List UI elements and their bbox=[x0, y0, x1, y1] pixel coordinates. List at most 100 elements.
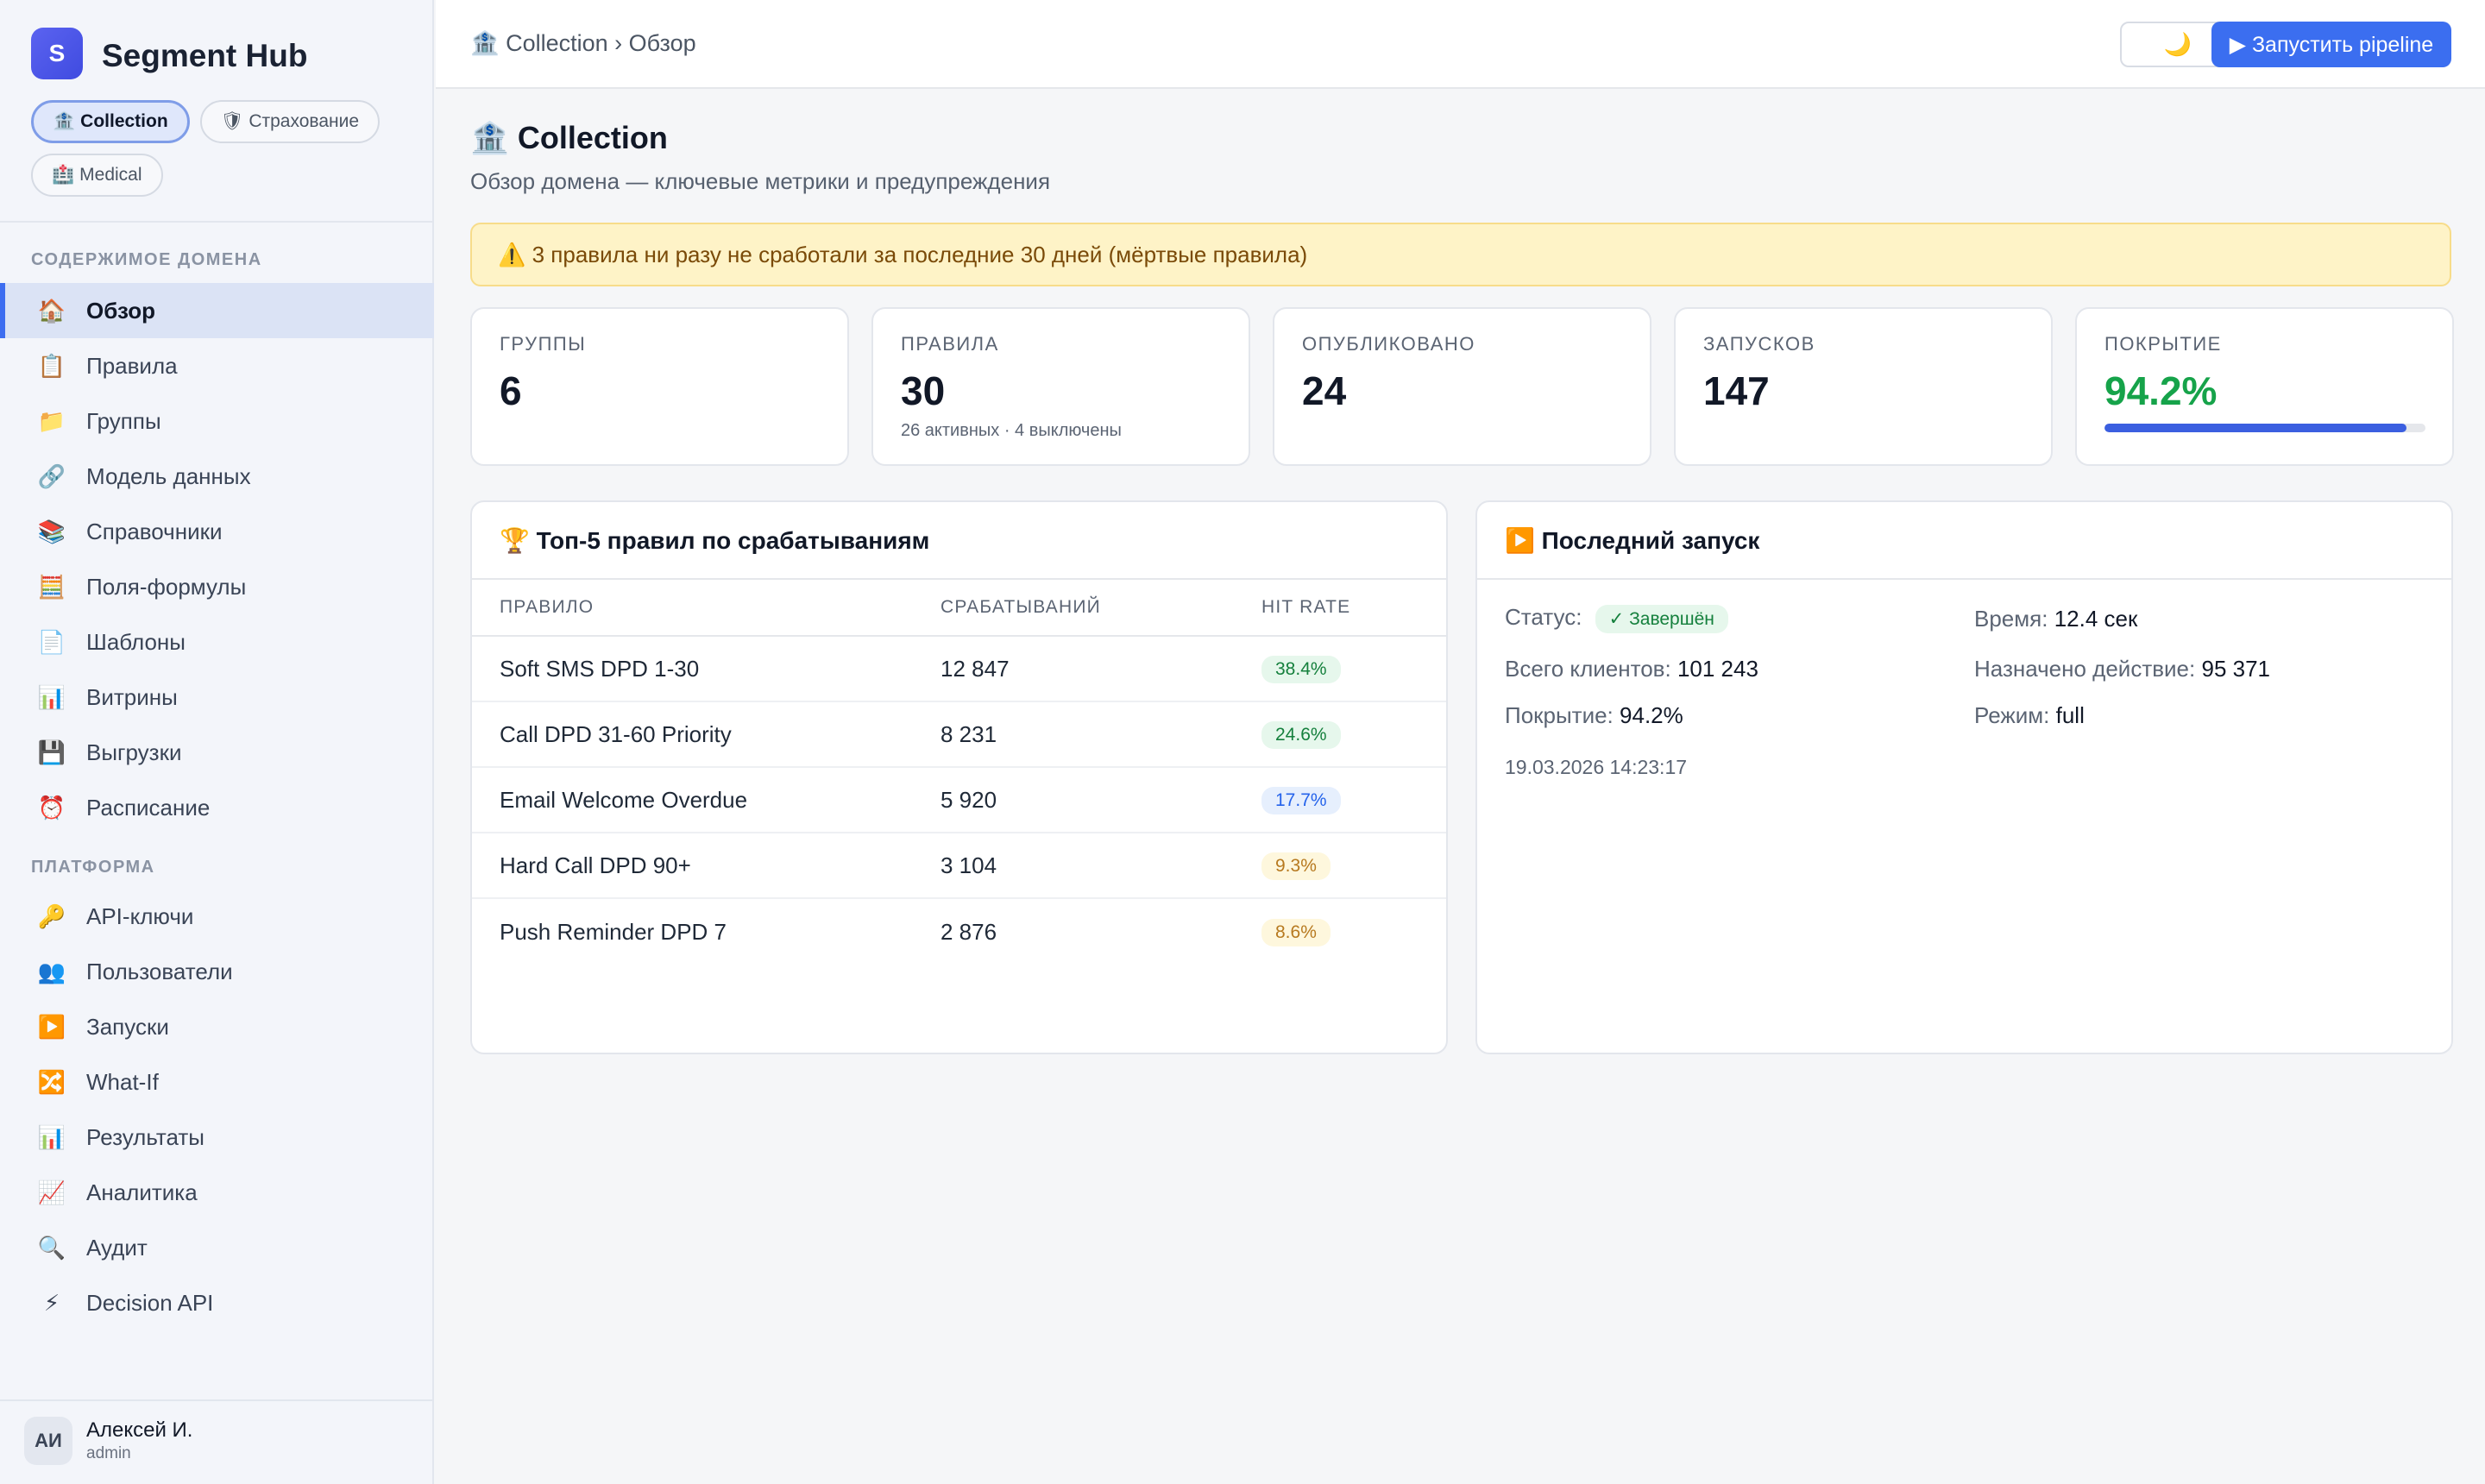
sidebar-item-users[interactable]: 👥 Пользователи bbox=[0, 944, 434, 999]
run-status: Статус: ✓ Завершён bbox=[1505, 604, 1728, 633]
domain-nav: 🏠 Обзор 📋 Правила 📁 Группы 🔗 Модель данн… bbox=[0, 283, 434, 835]
folder-icon: 📁 bbox=[37, 407, 66, 434]
run-coverage-value: 94.2% bbox=[1620, 702, 1683, 728]
domain-pill-insurance[interactable]: 🛡 Страхование bbox=[199, 100, 381, 143]
coverage-progress-fill bbox=[2104, 424, 2407, 432]
sidebar-item-rules[interactable]: 📋 Правила bbox=[0, 338, 434, 393]
table-row[interactable]: Soft SMS DPD 1-30 12 847 38.4% bbox=[472, 637, 1446, 702]
panel-title: 🏆 Топ-5 правил по срабатываниям bbox=[472, 502, 1446, 580]
sidebar-item-api-keys[interactable]: 🔑 API-ключи bbox=[0, 889, 434, 944]
document-icon: 📄 bbox=[37, 628, 66, 655]
clipboard-icon: 📋 bbox=[37, 352, 66, 379]
sidebar-item-formula-fields[interactable]: 🧮 Поля-формулы bbox=[0, 559, 434, 614]
play-icon: ▶️ bbox=[37, 1013, 66, 1040]
top-rules-panel: 🏆 Топ-5 правил по срабатываниям ПРАВИЛО … bbox=[470, 500, 1448, 1054]
rule-hits: 5 920 bbox=[941, 786, 997, 813]
stat-label: ГРУППЫ bbox=[500, 333, 587, 355]
hit-rate-badge: 8.6% bbox=[1261, 919, 1331, 946]
domain-pill-collection[interactable]: 🏦 Collection bbox=[31, 100, 190, 143]
sidebar-item-audit[interactable]: 🔍 Аудит bbox=[0, 1220, 434, 1275]
table-row[interactable]: Email Welcome Overdue 5 920 17.7% bbox=[472, 768, 1446, 833]
run-time: Время: 12.4 сек bbox=[1974, 606, 2137, 632]
sidebar-item-label: Результаты bbox=[86, 1123, 204, 1150]
stat-card-published: ОПУБЛИКОВАНО 24 bbox=[1273, 307, 1651, 466]
sidebar-item-dictionaries[interactable]: 📚 Справочники bbox=[0, 504, 434, 559]
run-assigned: Назначено действие: 95 371 bbox=[1974, 656, 2270, 682]
page-subtitle: Обзор домена — ключевые метрики и предуп… bbox=[470, 168, 1051, 194]
user-profile[interactable]: АИ Алексей И. admin bbox=[24, 1417, 192, 1465]
run-assigned-value: 95 371 bbox=[2201, 656, 2271, 682]
run-coverage-label: Покрытие: bbox=[1505, 702, 1614, 728]
sidebar-item-groups[interactable]: 📁 Группы bbox=[0, 393, 434, 449]
sidebar-item-analytics[interactable]: 📈 Аналитика bbox=[0, 1165, 434, 1220]
sidebar-item-label: Аналитика bbox=[86, 1179, 198, 1205]
hit-rate-badge: 38.4% bbox=[1261, 656, 1341, 683]
sidebar-item-label: Справочники bbox=[86, 518, 223, 544]
sidebar-item-label: Шаблоны bbox=[86, 628, 186, 655]
run-assigned-label: Назначено действие: bbox=[1974, 656, 2196, 682]
sidebar-item-runs[interactable]: ▶️ Запуски bbox=[0, 999, 434, 1054]
breadcrumb: 🏦 Collection › Обзор bbox=[470, 30, 696, 56]
user-info: Алексей И. admin bbox=[86, 1418, 192, 1463]
sidebar-item-label: Обзор bbox=[86, 297, 155, 324]
stat-subtext: 26 активных · 4 выключены bbox=[901, 421, 1122, 440]
sidebar-item-label: Правила bbox=[86, 352, 178, 379]
sidebar-item-label: Витрины bbox=[86, 683, 178, 710]
abacus-icon: 🧮 bbox=[37, 573, 66, 600]
sidebar-item-showcases[interactable]: 📊 Витрины bbox=[0, 670, 434, 725]
sidebar-item-label: Расписание bbox=[86, 794, 211, 821]
topbar: 🏦 Collection › Обзор 🌙 ▶ Запустить pipel… bbox=[436, 0, 2485, 89]
sidebar-item-templates[interactable]: 📄 Шаблоны bbox=[0, 614, 434, 670]
status-badge: ✓ Завершён bbox=[1595, 605, 1728, 633]
last-run-panel: ▶️ Последний запуск Статус: ✓ Завершён В… bbox=[1475, 500, 2453, 1054]
sidebar-item-label: Поля-формулы bbox=[86, 573, 247, 600]
brand[interactable]: S Segment Hub bbox=[31, 28, 307, 79]
run-mode-label: Режим: bbox=[1974, 702, 2050, 728]
home-icon: 🏠 bbox=[37, 297, 66, 324]
hit-rate-badge: 24.6% bbox=[1261, 721, 1341, 749]
rule-hits: 8 231 bbox=[941, 720, 997, 747]
run-time-label: Время: bbox=[1974, 606, 2048, 632]
stat-value: 30 bbox=[901, 368, 946, 413]
bar-chart-icon: 📊 bbox=[37, 1123, 66, 1150]
stat-label: ОПУБЛИКОВАНО bbox=[1302, 333, 1475, 355]
column-header-hits: СРАБАТЫВАНИЙ bbox=[941, 597, 1101, 617]
sidebar-item-decision-api[interactable]: ⚡ Decision API bbox=[0, 1275, 434, 1330]
run-timestamp: 19.03.2026 14:23:17 bbox=[1505, 756, 1688, 778]
trend-chart-icon: 📈 bbox=[37, 1179, 66, 1205]
sidebar-item-schedule[interactable]: ⏰ Расписание bbox=[0, 780, 434, 835]
run-pipeline-button[interactable]: ▶ Запустить pipeline bbox=[2211, 22, 2451, 67]
sidebar-item-exports[interactable]: 💾 Выгрузки bbox=[0, 725, 434, 780]
table-row[interactable]: Push Reminder DPD 7 2 876 8.6% bbox=[472, 899, 1446, 965]
stat-value: 24 bbox=[1302, 368, 1347, 413]
domain-pill-label: Collection bbox=[80, 111, 168, 131]
run-clients: Всего клиентов: 101 243 bbox=[1505, 656, 1758, 682]
sidebar-section-domain: СОДЕРЖИМОЕ ДОМЕНА bbox=[31, 250, 262, 269]
platform-nav: 🔑 API-ключи 👥 Пользователи ▶️ Запуски 🔀 … bbox=[0, 889, 434, 1330]
domain-pill-medical[interactable]: 🏥 Medical bbox=[31, 154, 163, 197]
sidebar-item-label: What-If bbox=[86, 1068, 159, 1095]
hospital-icon: 🏥 bbox=[52, 165, 75, 185]
rule-name: Push Reminder DPD 7 bbox=[500, 918, 727, 945]
sidebar-item-data-model[interactable]: 🔗 Модель данных bbox=[0, 449, 434, 504]
sidebar-divider bbox=[0, 1399, 434, 1401]
sidebar-item-results[interactable]: 📊 Результаты bbox=[0, 1110, 434, 1165]
domain-pill-label: Medical bbox=[79, 165, 142, 185]
run-time-value: 12.4 сек bbox=[2054, 606, 2138, 632]
sidebar-item-label: Аудит bbox=[86, 1234, 148, 1261]
column-header-hit-rate: HIT RATE bbox=[1261, 597, 1351, 617]
sidebar-item-what-if[interactable]: 🔀 What-If bbox=[0, 1054, 434, 1110]
table-row[interactable]: Hard Call DPD 90+ 3 104 9.3% bbox=[472, 833, 1446, 899]
rule-hits: 3 104 bbox=[941, 852, 997, 878]
stat-card-runs: ЗАПУСКОВ 147 bbox=[1674, 307, 2053, 466]
sidebar-item-label: API-ключи bbox=[86, 902, 194, 929]
stat-value: 6 bbox=[500, 368, 522, 413]
key-icon: 🔑 bbox=[37, 902, 66, 929]
run-coverage: Покрытие: 94.2% bbox=[1505, 702, 1683, 729]
sidebar-item-overview[interactable]: 🏠 Обзор bbox=[0, 283, 434, 338]
sidebar-item-label: Запуски bbox=[86, 1013, 169, 1040]
moon-icon: 🌙 bbox=[2163, 31, 2192, 57]
floppy-disk-icon: 💾 bbox=[37, 739, 66, 765]
stat-label: ПОКРЫТИЕ bbox=[2104, 333, 2222, 355]
table-row[interactable]: Call DPD 31-60 Priority 8 231 24.6% bbox=[472, 702, 1446, 768]
